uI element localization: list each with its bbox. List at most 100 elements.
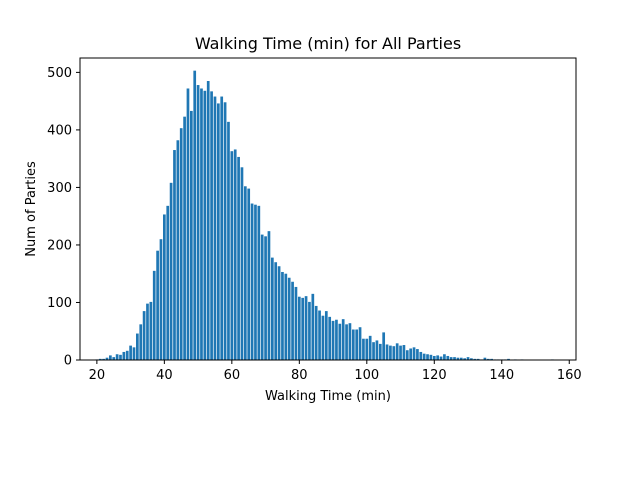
bar-34 [142,311,146,360]
bar-128 [459,357,463,360]
bar-89 [328,316,332,360]
bar-107 [389,345,392,360]
bar-65 [247,188,251,360]
bar-55 [213,96,217,360]
bar-85 [314,305,318,360]
bar-133 [476,358,480,360]
bar-78 [291,281,294,360]
bar-62 [237,156,240,360]
x-tick-label-40: 40 [156,368,173,383]
bar-129 [463,358,466,360]
bar-126 [453,357,456,360]
x-tick-label-160: 160 [557,368,582,383]
bar-59 [227,121,230,360]
x-tick-label-140: 140 [489,368,514,383]
bar-117 [422,353,426,360]
y-tick-label-500: 500 [47,66,72,81]
y-tick-label-0: 0 [64,354,72,369]
bar-25 [112,357,116,360]
bar-83 [308,301,311,360]
bar-109 [395,343,399,360]
bar-112 [405,350,409,360]
bar-52 [203,90,207,360]
bar-57 [220,96,224,360]
bar-43 [173,150,176,360]
y-tick-label-100: 100 [47,296,72,311]
bar-28 [122,351,126,360]
bar-36 [149,301,153,360]
bar-40 [163,214,166,360]
bar-54 [210,91,213,361]
bar-32 [136,333,139,360]
bar-68 [257,205,261,360]
bar-47 [186,88,190,361]
bar-50 [196,85,200,360]
x-axis-label: Walking Time (min) [265,389,391,404]
bar-81 [301,297,305,360]
bar-69 [260,234,264,360]
x-tick-label-20: 20 [89,368,106,383]
bar-23 [105,357,109,360]
y-axis: 0 100 200 300 400 500 [47,66,80,369]
bar-88 [324,311,328,360]
bar-71 [267,231,271,360]
bar-137 [490,358,493,360]
bar-49 [193,70,197,360]
bar-53 [206,81,210,360]
bar-26 [115,354,119,360]
bar-27 [119,354,122,360]
bar-113 [409,348,413,360]
bar-42 [169,182,173,360]
bar-100 [365,338,369,360]
y-tick-label-400: 400 [47,123,72,138]
bar-96 [351,329,355,360]
bar-21 [98,358,102,360]
bar-24 [109,355,112,360]
bar-77 [287,277,291,360]
bar-106 [385,344,389,360]
bar-124 [446,355,450,360]
bars-group [95,70,554,361]
bar-142 [507,358,510,360]
x-tick-label-120: 120 [422,368,447,383]
bar-82 [304,296,308,360]
bar-92 [338,323,342,360]
x-axis: 20 40 60 80 100 120 140 160 [89,360,582,383]
bar-63 [240,167,244,360]
bar-98 [358,327,362,360]
bar-99 [362,338,365,360]
y-axis-label: Num of Parties [24,161,39,257]
bar-74 [277,266,281,360]
bar-87 [321,315,325,360]
bar-120 [432,355,436,360]
bar-94 [345,324,348,360]
bar-22 [102,358,105,360]
bar-122 [439,356,443,360]
bar-135 [483,357,487,360]
y-tick-label-300: 300 [47,181,72,196]
bar-97 [355,329,359,360]
bar-58 [223,102,227,360]
bar-64 [243,186,247,360]
bar-84 [311,293,315,360]
bar-130 [466,357,470,360]
bar-61 [233,149,237,360]
bar-118 [426,354,429,360]
bar-41 [166,205,170,360]
bar-132 [473,358,477,360]
bar-44 [176,140,180,360]
bar-86 [318,310,321,360]
bar-95 [348,323,352,360]
bar-123 [443,354,446,360]
bar-127 [456,357,460,360]
bar-75 [281,271,284,360]
bar-51 [200,88,203,361]
bar-46 [183,116,186,360]
bar-38 [156,250,159,360]
bar-56 [216,103,220,360]
plot-frame [79,57,577,361]
bar-80 [297,296,301,360]
bar-70 [264,236,267,360]
